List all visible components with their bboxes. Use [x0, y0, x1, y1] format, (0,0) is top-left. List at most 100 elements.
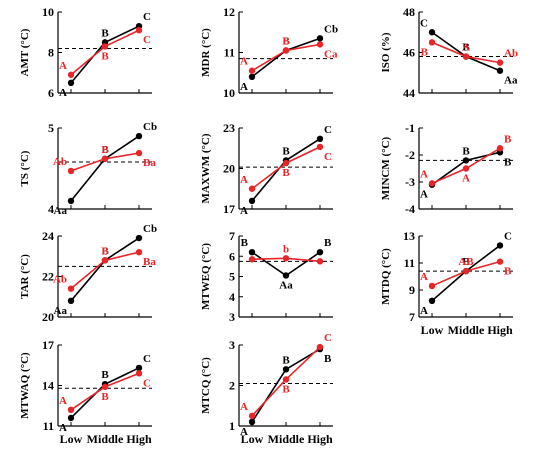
series-red-point [462, 267, 470, 275]
y-tick-label: 8 [48, 46, 54, 60]
data-label: A [59, 395, 67, 407]
series-black-point [496, 242, 504, 249]
series-black-point [316, 249, 324, 256]
y-tick-label: 23 [223, 121, 235, 135]
series-black-point [496, 67, 504, 74]
series-red-point [428, 282, 436, 290]
data-label: C [324, 332, 332, 344]
data-label: B [101, 391, 109, 403]
data-label: b [283, 243, 289, 255]
y-tick-label: 17 [42, 338, 54, 352]
y-tick-label: 12 [223, 5, 235, 19]
data-label: C [420, 17, 428, 29]
y-tick-label: 11 [224, 46, 235, 60]
data-label: A [462, 173, 470, 185]
x-tick-label: Middle [448, 323, 485, 337]
y-tick-label: 22 [42, 270, 54, 284]
y-tick-label: 14 [42, 379, 54, 393]
y-tick-label: 44 [403, 86, 415, 100]
data-label: B [324, 237, 332, 249]
y-tick-label: 6 [229, 249, 235, 263]
x-tick-label: Middle [87, 432, 124, 446]
data-label: B [462, 42, 470, 54]
data-label: A [420, 271, 428, 283]
series-black-point [135, 234, 143, 242]
series-red-point [282, 47, 290, 54]
data-label: C [324, 151, 332, 163]
x-tick-label: Low [60, 432, 83, 446]
y-tick-label: 3 [229, 310, 235, 324]
y-tick-label: 13 [403, 229, 415, 243]
data-label: A [420, 168, 428, 180]
y-tick-label: 3 [229, 338, 235, 352]
y-tick-label: 4 [229, 290, 235, 304]
series-red-point [462, 53, 470, 60]
data-label: B [282, 383, 290, 395]
series-black-point [462, 157, 470, 164]
x-tick-label: High [126, 432, 152, 446]
series-red-point [135, 27, 143, 34]
y-axis-label: MINCM (°C) [380, 136, 392, 200]
data-label: Ab [53, 274, 67, 286]
data-label: A [420, 305, 428, 317]
series-red-point [135, 370, 143, 377]
y-axis-label: MTWEQ (°C) [200, 243, 212, 310]
y-tick-label: 2 [229, 379, 235, 393]
data-label: A [240, 401, 248, 413]
data-label: A [59, 60, 67, 72]
data-label: Aa [54, 305, 68, 317]
data-label: Ba [143, 256, 156, 268]
data-label: B [282, 35, 290, 47]
series-black-point [67, 79, 75, 87]
series-black-point [428, 297, 436, 304]
panel-maxwm: 17 20 23 MAXWM (°C) A B C A B C [200, 121, 333, 217]
data-label: Ab [53, 156, 67, 168]
data-label: B [282, 167, 290, 179]
y-tick-label: 11 [43, 419, 54, 433]
series-red-point [496, 59, 504, 66]
series-black-point [135, 132, 143, 140]
data-label: B [324, 353, 332, 365]
data-label: Ab [504, 48, 518, 60]
data-label: B [101, 50, 109, 62]
y-tick-label: 9 [409, 283, 415, 297]
series-black-point [282, 272, 290, 279]
series-black-point [248, 249, 256, 256]
y-tick-label: 46 [403, 46, 415, 60]
panel-mtweq: 3 4 5 6 7 MTWEQ (°C) B Aa Bb [200, 229, 333, 324]
y-tick-label: 20 [42, 310, 54, 324]
series-red-point [135, 249, 143, 256]
data-label: B [282, 354, 290, 366]
data-label: A [59, 422, 67, 434]
series-red-point [67, 167, 75, 175]
series-red-point [282, 376, 290, 383]
series-red-point [67, 285, 75, 292]
series-black-point [248, 73, 256, 81]
series-black-point [428, 29, 436, 36]
y-tick-label: 11 [404, 256, 415, 270]
series-red-point [67, 406, 75, 413]
data-label: B [282, 145, 290, 157]
data-label: B [101, 245, 109, 257]
series-red-point [135, 149, 143, 157]
series-black-point [316, 35, 324, 42]
data-label: Cb [143, 121, 157, 133]
y-axis-label: TS (°C) [19, 150, 31, 186]
y-tick-label: -3 [405, 175, 415, 189]
series-red-point [248, 67, 256, 74]
data-label: B [241, 237, 249, 249]
series-black-point [282, 366, 290, 373]
data-label: A [240, 205, 248, 217]
y-axis-label: MTCQ (°C) [200, 357, 212, 414]
data-label: AB [458, 256, 474, 268]
series-black-point [135, 364, 143, 372]
data-label: A [462, 42, 470, 54]
series-red-point [316, 343, 324, 351]
y-tick-label: 24 [42, 229, 54, 243]
